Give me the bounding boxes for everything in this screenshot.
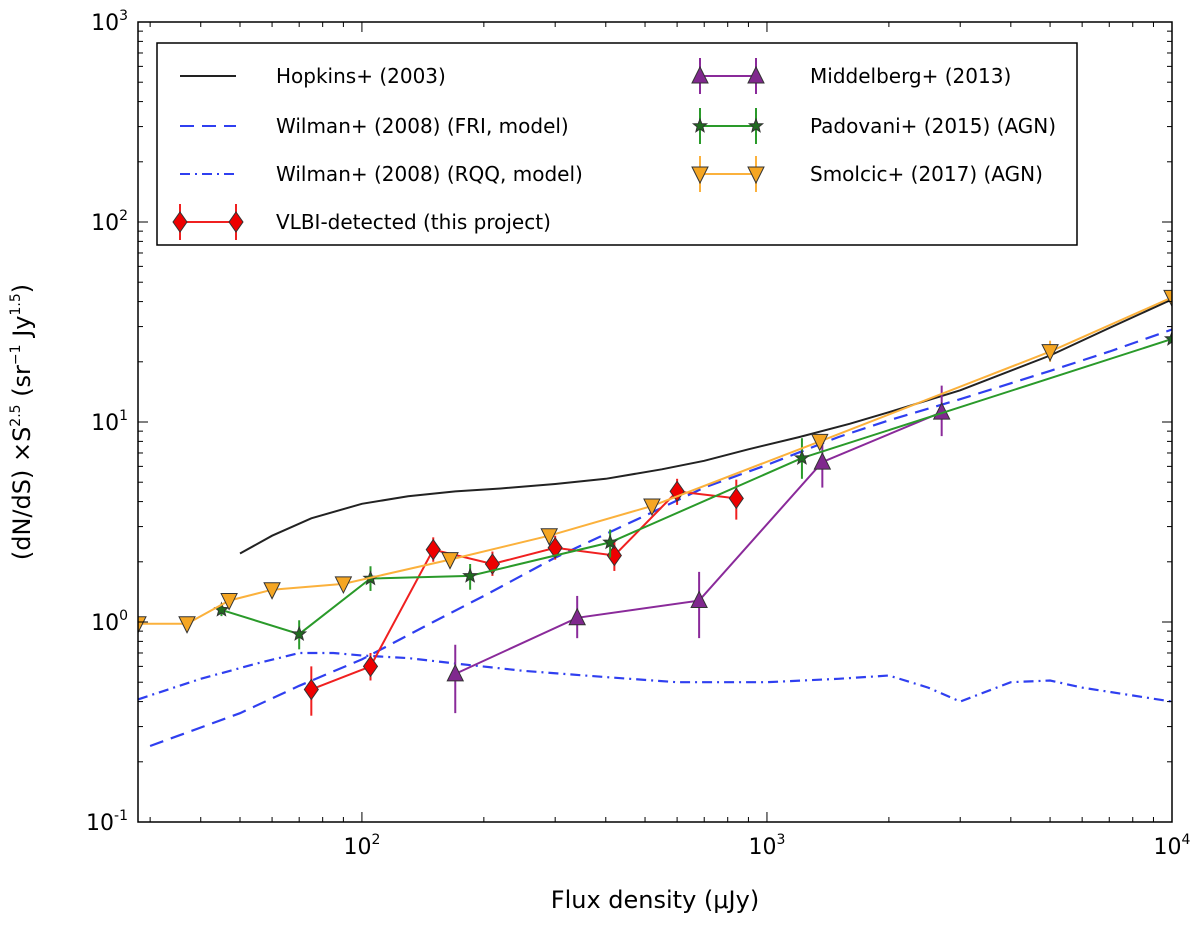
legend: Hopkins+ (2003) Wilman+ (2008) (FRI, mode… [156, 42, 1078, 246]
data-point [602, 533, 619, 550]
series-line [310, 490, 737, 691]
data-point [540, 528, 559, 546]
legend-item-wilman-2008-fri-model: Wilman+ (2008) (FRI, model) [180, 114, 569, 138]
legend-marker [747, 166, 765, 185]
data-point [568, 607, 587, 626]
data-point [291, 625, 308, 641]
legend-item-wilman-2008-rqq-model: Wilman+ (2008) (RQQ, model) [180, 162, 583, 186]
legend-marker [228, 211, 244, 233]
x-tick-label: 104 [1154, 832, 1191, 860]
y-tick-label: 100 [91, 608, 128, 636]
x-tick-label: 102 [343, 832, 380, 860]
legend-item-vlbi-detected-this-project: VLBI-detected (this project) [172, 204, 551, 240]
y-tick-label: 10-1 [86, 808, 128, 836]
data-point [138, 616, 147, 634]
y-tick-label: 103 [91, 8, 128, 36]
data-point [441, 552, 459, 570]
data-point [263, 582, 281, 600]
y-axis-label: (dN/dS) ×S2.5 (sr−1 Jy1.5) [8, 284, 36, 560]
data-point [669, 480, 685, 503]
data-point [220, 593, 238, 611]
data-point [425, 538, 441, 561]
legend-marker [691, 65, 709, 84]
legend-item-padovani-2015-agn: Padovani+ (2015) (AGN) [691, 108, 1056, 144]
data-point [178, 616, 196, 634]
legend-marker [691, 166, 709, 185]
data-point [462, 567, 479, 583]
series-smolcic-2017-agn [138, 289, 1172, 634]
data-point [690, 590, 708, 609]
legend-item-middelberg-2013: Middelberg+ (2013) [691, 58, 1011, 94]
y-tick-label: 101 [91, 408, 128, 436]
series-hopkins-2003 [239, 298, 1172, 555]
data-point [643, 498, 661, 517]
data-point [303, 678, 319, 701]
legend-marker [172, 211, 188, 233]
series-layer [138, 289, 1172, 748]
data-point [793, 449, 810, 465]
legend-box [156, 42, 1078, 246]
series-wilman-2008-rqq-model [138, 651, 1172, 703]
x-tick-label: 103 [749, 832, 786, 860]
series-line [138, 651, 1172, 703]
series-wilman-2008-fri-model [149, 328, 1172, 748]
legend-marker [747, 65, 765, 84]
x-axis-label: Flux density (μJy) [551, 886, 759, 914]
legend-label: Wilman+ (2008) (RQQ, model) [276, 162, 583, 186]
legend-item-hopkins-2003: Hopkins+ (2003) [180, 64, 446, 88]
legend-label: Smolcic+ (2017) (AGN) [810, 162, 1043, 186]
data-point [1041, 344, 1059, 362]
data-point [446, 663, 465, 682]
legend-label: Middelberg+ (2013) [810, 64, 1011, 88]
data-point [334, 576, 353, 595]
data-point [813, 452, 832, 470]
data-point [547, 536, 563, 559]
legend-label: Wilman+ (2008) (FRI, model) [276, 114, 569, 138]
legend-label: VLBI-detected (this project) [276, 210, 551, 234]
data-point [362, 655, 379, 678]
series-line [149, 328, 1172, 748]
data-point [728, 487, 744, 510]
legend-marker [691, 117, 709, 133]
legend-item-smolcic-2017-agn: Smolcic+ (2017) (AGN) [691, 156, 1043, 192]
series-middelberg-2013 [446, 385, 951, 714]
series-line [239, 298, 1172, 555]
y-tick-label: 102 [91, 208, 128, 236]
series-padovani-2015-agn [213, 330, 1172, 650]
axes-layer: 102 103 104 10-1 100 101 102 103 [86, 8, 1191, 860]
data-point [810, 433, 829, 452]
data-point [1163, 289, 1172, 308]
data-point [1163, 330, 1172, 346]
legend-label: Hopkins+ (2003) [276, 64, 446, 88]
legend-marker [747, 117, 765, 133]
legend-label: Padovani+ (2015) (AGN) [810, 114, 1056, 138]
